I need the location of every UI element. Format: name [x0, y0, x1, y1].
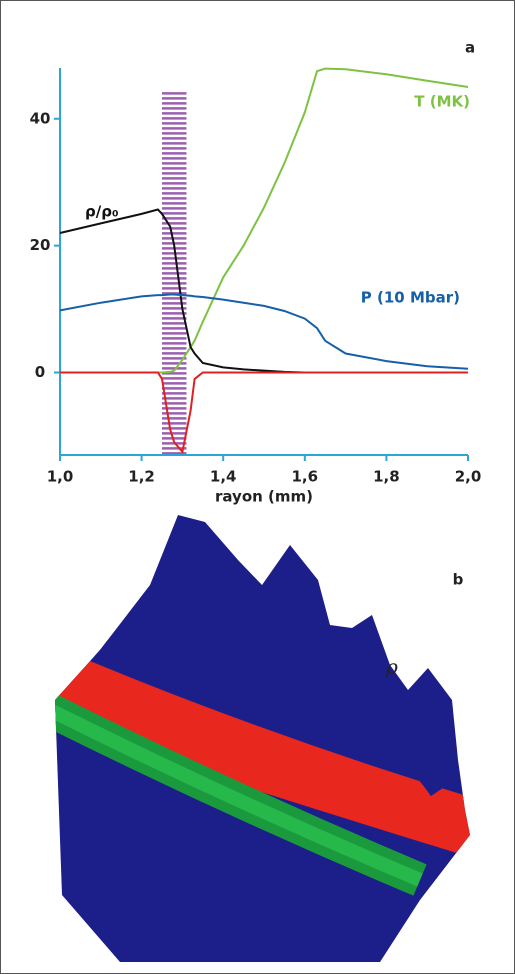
series-label: ρ/ρ₀ [85, 203, 119, 221]
series-line [59, 293, 469, 370]
series-label: P (10 Mbar) [361, 289, 460, 307]
x-tick-label: 1,0 [47, 468, 74, 486]
simulation-image [55, 515, 470, 962]
x-tick-label: 1,6 [292, 468, 319, 486]
x-axis-label: rayon (mm) [215, 488, 313, 506]
y-tick-label: 20 [30, 236, 51, 254]
series-line [60, 371, 468, 455]
x-tick-label: 1,2 [128, 468, 155, 486]
panel-label: a [465, 39, 475, 57]
series-label: T (MK) [414, 93, 470, 111]
panel-label: b [453, 571, 464, 589]
annotation: ρ [385, 655, 398, 679]
x-tick-label: 2,0 [455, 468, 482, 486]
series-line [60, 67, 469, 374]
series-line [59, 208, 326, 374]
x-tick-label: 1,4 [210, 468, 237, 486]
shaded-region [162, 92, 187, 455]
y-tick-label: 40 [30, 109, 51, 127]
x-tick-label: 1,8 [373, 468, 400, 486]
y-tick-label: 0 [35, 363, 45, 381]
